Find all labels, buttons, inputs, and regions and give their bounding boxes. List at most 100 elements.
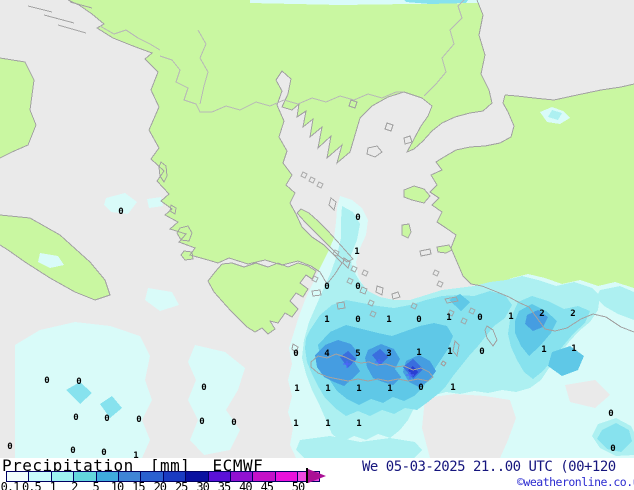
precipitation-layer bbox=[15, 0, 634, 458]
gridpoint-value: 1 bbox=[387, 384, 392, 394]
land-peloponnese bbox=[208, 263, 316, 334]
scale-label: 40 bbox=[239, 480, 252, 490]
country-borders bbox=[99, 0, 465, 113]
colorbar-cell bbox=[95, 472, 118, 481]
colorbar-arrow-icon bbox=[308, 469, 326, 483]
island-chios bbox=[402, 224, 411, 238]
gridpoint-values-layer: 0 0 1 0 0 1 0 1 0 1 0 1 2 2 0 4 5 3 1 1 0 1 1 0 0 0 1 1 1 1 0 1 0 0 0 0 0 1 1 1… bbox=[7, 207, 615, 458]
gridpoint-value: 1 bbox=[293, 419, 298, 429]
map-area: 0 0 1 0 0 1 0 1 0 1 0 1 2 2 0 4 5 3 1 1 0 1 1 0 0 0 1 1 1 1 0 1 0 0 0 0 0 1 1 1… bbox=[0, 0, 634, 458]
gridpoint-value: 0 bbox=[477, 313, 482, 323]
gridpoint-value: 1 bbox=[416, 348, 421, 358]
coast-croatian-islands bbox=[27, 1, 93, 34]
colorbar-cell bbox=[162, 472, 186, 481]
gridpoint-value: 3 bbox=[386, 349, 391, 359]
scale-label: 35 bbox=[217, 480, 231, 490]
colorbar-cell bbox=[252, 472, 275, 481]
scale-label: 50 bbox=[291, 480, 305, 490]
island-lesbos bbox=[404, 186, 430, 203]
colorbar-cell bbox=[117, 472, 141, 481]
copyright: ©weatheronline.co.uk bbox=[517, 475, 634, 489]
gridpoint-value: 0 bbox=[201, 383, 206, 393]
valid-datetime: We 05-03-2025 21..00 UTC (00+120 bbox=[362, 459, 616, 475]
scale-label: 5 bbox=[92, 480, 99, 490]
gridpoint-value: 1 bbox=[571, 344, 576, 354]
gridpoint-value: 0 bbox=[293, 349, 298, 359]
gridpoint-value: 1 bbox=[446, 313, 451, 323]
gridpoint-value: 1 bbox=[356, 419, 361, 429]
gridpoint-value: 0 bbox=[231, 418, 236, 428]
scale-label: 45 bbox=[260, 480, 274, 490]
gridpoint-value: 0 bbox=[7, 442, 12, 452]
gridpoint-value: 0 bbox=[136, 415, 141, 425]
gridpoint-value: 2 bbox=[539, 309, 544, 319]
land-italy-north bbox=[0, 58, 36, 158]
gridpoint-value: 0 bbox=[70, 446, 75, 456]
scale-label: 0.5 bbox=[22, 480, 42, 490]
coast-crete bbox=[310, 353, 434, 382]
gridpoint-value: 5 bbox=[355, 349, 360, 359]
gridpoint-value: 1 bbox=[324, 315, 329, 325]
scale-label: 0.1 bbox=[0, 480, 21, 490]
island-zakynthos bbox=[181, 251, 193, 260]
island-samos bbox=[437, 245, 452, 253]
gridpoint-value: 1 bbox=[541, 345, 546, 355]
colorbar-cell bbox=[28, 472, 51, 481]
gridpoint-value: 0 bbox=[418, 383, 423, 393]
gridpoint-value: 0 bbox=[355, 315, 360, 325]
gridpoint-value: 1 bbox=[294, 384, 299, 394]
scale-label: 2 bbox=[71, 480, 78, 490]
gridpoint-value: 0 bbox=[118, 207, 123, 217]
gridpoint-value: 0 bbox=[73, 413, 78, 423]
gridpoint-value: 0 bbox=[104, 414, 109, 424]
scale-label: 15 bbox=[132, 480, 145, 490]
land-anatolia bbox=[430, 84, 634, 332]
legend-title: Precipitation [mm] ECMWF bbox=[2, 456, 263, 475]
gridpoint-value: 1 bbox=[356, 384, 361, 394]
gridpoint-value: 1 bbox=[508, 312, 513, 322]
legend-bar: Precipitation [mm] ECMWF 0.1 0.5 1 2 5 10 15 20… bbox=[0, 456, 634, 490]
precip-gaps bbox=[422, 380, 610, 458]
gridpoint-value: 0 bbox=[324, 282, 329, 292]
gridpoint-value: 1 bbox=[325, 419, 330, 429]
colorbar-cell bbox=[7, 472, 29, 481]
gridpoint-value: 1 bbox=[133, 451, 138, 458]
colorbar-cell bbox=[229, 472, 253, 481]
colorbar-cell bbox=[207, 472, 230, 481]
legend-unit: [mm] bbox=[149, 456, 191, 475]
gridpoint-value: 0 bbox=[610, 444, 615, 454]
weather-map: 0 0 1 0 0 1 0 1 0 1 0 1 2 2 0 4 5 3 1 1 0 1 1 0 0 0 1 1 1 1 0 1 0 0 0 0 0 1 1 1… bbox=[0, 0, 634, 458]
gridpoint-value: 0 bbox=[76, 377, 81, 387]
colorbar-cell bbox=[185, 472, 208, 481]
colorbar-cell bbox=[73, 472, 96, 481]
colorbar-cell bbox=[140, 472, 163, 481]
gridpoint-value: 4 bbox=[324, 349, 330, 359]
scale-label: 25 bbox=[174, 480, 188, 490]
scale-label: 30 bbox=[196, 480, 209, 490]
scale-label: 1 bbox=[49, 480, 57, 490]
gridpoint-value: 0 bbox=[44, 376, 49, 386]
scale-label: 10 bbox=[110, 480, 124, 490]
gridpoint-value: 0 bbox=[199, 417, 204, 427]
gridpoint-value: 1 bbox=[354, 247, 359, 257]
gridpoint-value: 0 bbox=[355, 282, 360, 292]
gridpoint-value: 0 bbox=[101, 448, 106, 458]
gridpoint-value: 0 bbox=[355, 213, 360, 223]
colorbar-cell bbox=[50, 472, 74, 481]
gridpoint-value: 1 bbox=[447, 347, 452, 357]
gridpoint-value: 0 bbox=[608, 409, 613, 419]
legend-parameter: Precipitation bbox=[2, 456, 134, 475]
gridpoint-value: 1 bbox=[386, 315, 391, 325]
coast-small-islands bbox=[291, 99, 476, 367]
legend-scale-labels: 0.1 0.5 1 2 5 10 15 20 25 30 35 40 45 50 bbox=[0, 480, 340, 490]
coastline-layer bbox=[0, 0, 634, 382]
gridpoint-value: 0 bbox=[416, 315, 421, 325]
legend-model: ECMWF bbox=[212, 456, 264, 475]
colorbar-end-tick bbox=[306, 468, 308, 483]
gridpoint-value: 0 bbox=[479, 347, 484, 357]
gridpoint-value: 2 bbox=[570, 309, 575, 319]
colorbar-cell bbox=[274, 472, 298, 481]
gridpoint-value: 1 bbox=[450, 383, 455, 393]
scale-label: 20 bbox=[153, 480, 167, 490]
